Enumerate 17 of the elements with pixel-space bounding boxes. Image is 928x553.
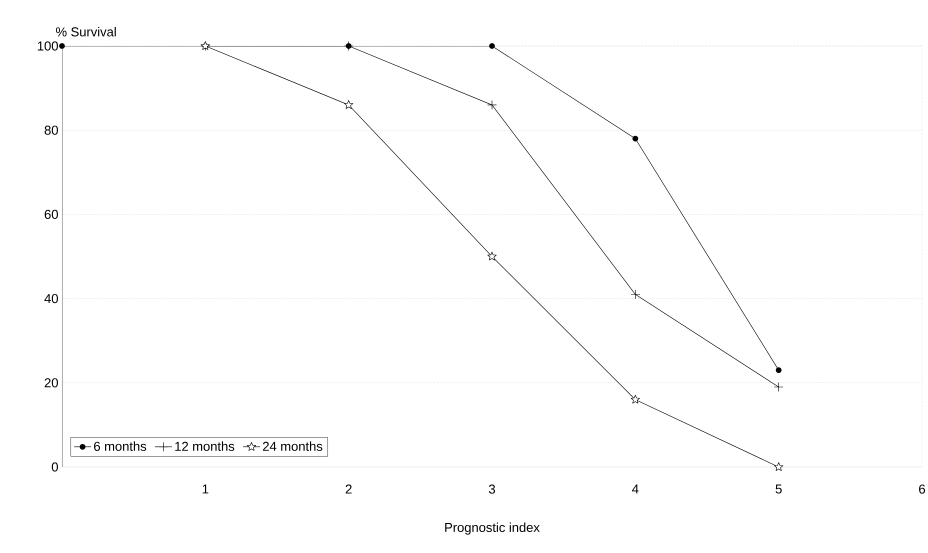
x-tick-label: 3 [488,484,496,494]
legend-label: 24 months [262,441,322,451]
legend-label: 12 months [175,441,234,451]
y-tick-label: 40 [44,294,58,304]
x-tick-label: 4 [632,484,639,494]
x-tick-label: 2 [346,484,352,494]
y-tick-label: 100 [38,41,58,51]
legend-label: 6 months [94,441,146,451]
y-tick-label: 60 [44,210,58,219]
x-tick-label: 5 [776,484,782,494]
y-tick-label: 20 [44,378,58,388]
x-axis-title: Prognostic index [445,522,540,535]
x-tick-label: 1 [202,484,208,494]
y-tick-label: 0 [52,462,58,472]
y-axis-title: % Survival [56,26,116,36]
x-tick-label: 6 [919,484,926,494]
y-tick-label: 80 [44,126,58,135]
